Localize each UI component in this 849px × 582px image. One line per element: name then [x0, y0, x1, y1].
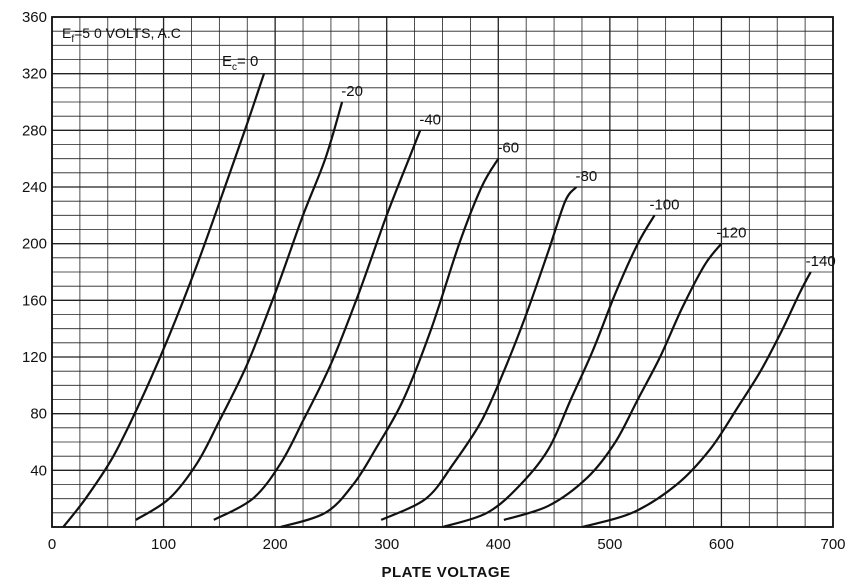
- y-tick-label: 360: [22, 9, 47, 26]
- curve-series: [503, 242, 723, 521]
- curve-label: -40: [419, 111, 441, 128]
- curve-series: [380, 186, 578, 521]
- x-tick-label: 700: [820, 536, 845, 553]
- curve-labels: -20 -40 -60 -80 -100 -120 -140: [341, 83, 835, 270]
- y-tick-label: 280: [22, 122, 47, 139]
- y-axis-ticks: 40 80 120 160 200 240 280 320 360: [22, 9, 47, 479]
- x-tick-label: 400: [486, 536, 511, 553]
- curve-series: [280, 158, 500, 529]
- curve-series: [135, 101, 344, 521]
- x-tick-label: 0: [48, 536, 56, 553]
- curve-label: -20: [341, 83, 363, 100]
- curve-series: [62, 73, 266, 528]
- y-tick-label: 160: [22, 292, 47, 309]
- y-tick-label: 320: [22, 66, 47, 83]
- curve-label: -60: [497, 140, 519, 157]
- x-tick-label: 100: [151, 536, 176, 553]
- curve-label: -120: [716, 225, 746, 242]
- grid: [51, 16, 834, 528]
- filament-voltage-annotation: Ef=5 0 VOLTS, A.C: [62, 25, 181, 45]
- curve-label: -140: [806, 253, 836, 270]
- y-tick-label: 40: [30, 462, 47, 479]
- y-tick-label: 200: [22, 236, 47, 253]
- curve-label: -100: [649, 196, 679, 213]
- y-tick-label: 120: [22, 349, 47, 366]
- y-tick-label: 80: [30, 406, 47, 423]
- x-tick-label: 300: [374, 536, 399, 553]
- curve-label: -80: [576, 168, 598, 185]
- curve-series: [213, 129, 422, 521]
- x-axis-label: PLATE VOLTAGE: [382, 564, 511, 581]
- x-tick-label: 200: [263, 536, 288, 553]
- grid-voltage-annotation: Ec= 0: [222, 53, 258, 73]
- curves: [62, 73, 812, 529]
- curve-series: [581, 271, 812, 529]
- x-axis-ticks: 0 100 200 300 400 500 600 700: [48, 536, 846, 553]
- y-tick-label: 240: [22, 179, 47, 196]
- curve-series: [442, 214, 656, 529]
- x-tick-label: 500: [597, 536, 622, 553]
- x-tick-label: 600: [709, 536, 734, 553]
